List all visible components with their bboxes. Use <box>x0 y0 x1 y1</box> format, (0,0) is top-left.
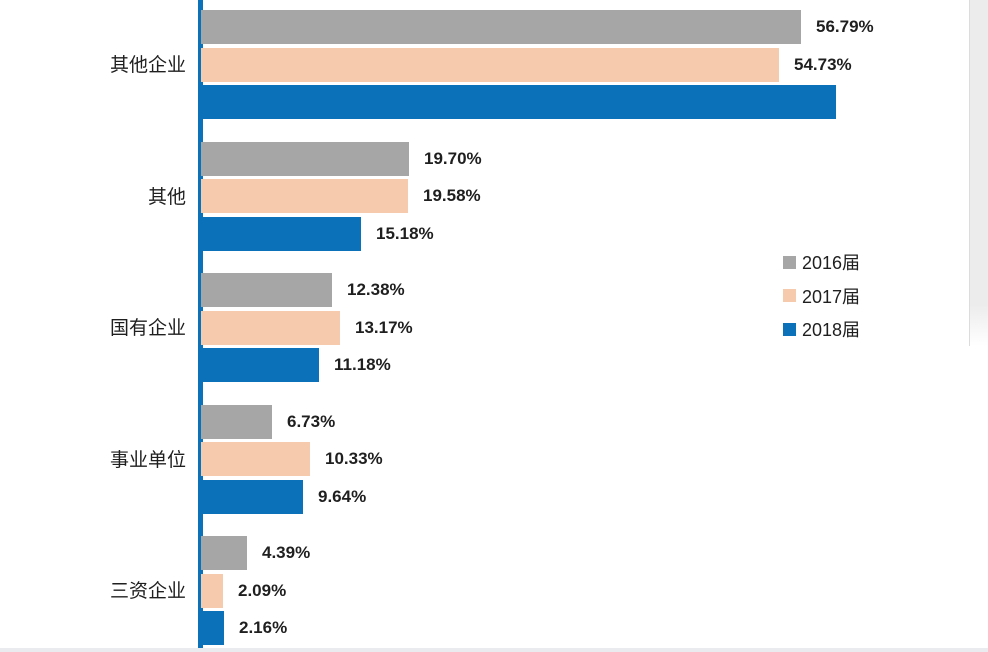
bar <box>201 273 332 307</box>
bar <box>201 310 340 345</box>
legend-swatch-icon <box>783 255 796 269</box>
bar-value-label: 12.38% <box>347 280 405 299</box>
bar <box>201 141 409 176</box>
bar-value-label: 19.70% <box>424 148 482 168</box>
bar <box>201 179 408 213</box>
bar-value-label: 9.64% <box>318 486 367 506</box>
category-label: 其他企业 <box>109 54 186 76</box>
bar-value-label: 6.73% <box>287 411 336 431</box>
bar <box>201 47 779 82</box>
bar <box>201 479 303 514</box>
bar-value-label: 11.18% <box>334 355 391 374</box>
bar-value-label: 15.18% <box>376 223 434 243</box>
legend-label: 2017届 <box>802 286 861 307</box>
legend-label: 2016届 <box>802 253 861 273</box>
chart-axis-line <box>198 0 203 652</box>
bar-value-label: 2.09% <box>238 580 287 600</box>
bar <box>201 10 801 44</box>
bar-value-label: 19.58% <box>423 186 481 205</box>
category-label: 其他 <box>147 185 186 208</box>
bar <box>201 348 319 382</box>
bar-value-label: 13.17% <box>355 317 413 337</box>
legend-item: 2018届 <box>783 317 860 341</box>
legend-label: 2018届 <box>802 320 861 340</box>
bar <box>201 611 224 645</box>
legend-item: 2016届 <box>783 250 860 274</box>
bar-value-label: 2.16% <box>239 618 288 637</box>
bar <box>201 442 310 476</box>
bar <box>201 573 223 608</box>
legend-item: 2017届 <box>783 284 860 308</box>
category-label: 事业单位 <box>109 448 186 471</box>
legend-swatch-icon <box>783 322 796 336</box>
bar-value-label: 54.73% <box>794 54 852 74</box>
bar-value-label: 4.39% <box>262 543 311 562</box>
legend-swatch-icon <box>783 289 796 302</box>
bar <box>201 536 247 570</box>
page-bottom-divider <box>0 648 988 652</box>
bar-value-label: 10.33% <box>325 449 383 468</box>
page-edge-shadow <box>969 0 988 346</box>
bar <box>201 216 361 251</box>
bar <box>201 404 272 439</box>
bar-value-label: 56.79% <box>816 17 874 36</box>
category-label: 三资企业 <box>109 580 186 602</box>
category-label: 国有企业 <box>109 317 186 339</box>
bar <box>201 85 836 119</box>
